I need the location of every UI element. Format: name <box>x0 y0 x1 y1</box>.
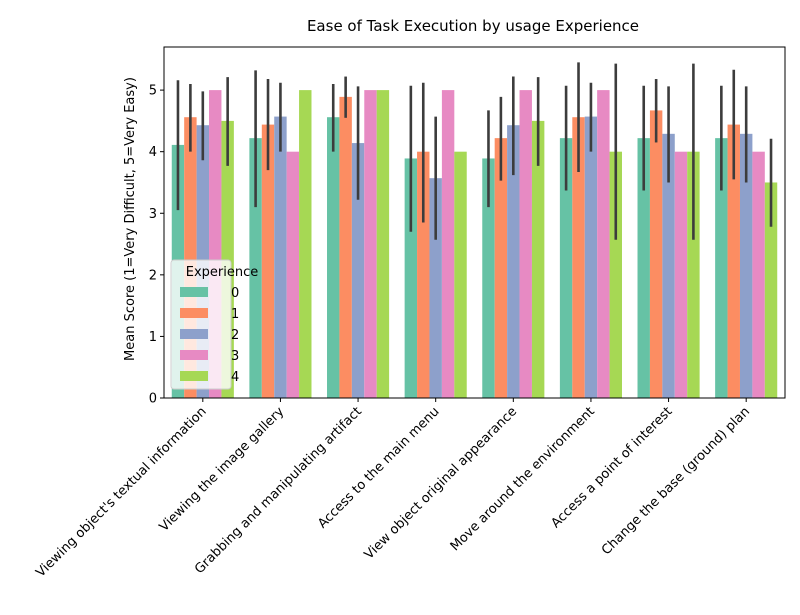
y-tick-label-2: 2 <box>149 268 157 283</box>
bar-series-1-cat-4 <box>494 138 508 398</box>
bar-series-3-cat-1 <box>286 151 300 398</box>
legend-label-3: 3 <box>231 349 239 364</box>
x-tick-label-5: Move around the environment <box>448 404 598 554</box>
y-tick-label-4: 4 <box>149 145 157 160</box>
bar-series-2-cat-6 <box>662 133 675 399</box>
legend-swatch-3 <box>180 350 208 360</box>
bar-series-4-cat-7 <box>764 182 778 398</box>
y-tick-label-1: 1 <box>149 330 157 345</box>
bar-series-3-cat-6 <box>674 151 688 398</box>
legend-title: Experience <box>186 265 259 280</box>
bar-series-4-cat-6 <box>687 151 700 398</box>
bar-series-2-cat-1 <box>274 116 287 398</box>
plot-area <box>171 62 778 399</box>
bar-series-2-cat-7 <box>739 133 753 399</box>
bar-series-0-cat-2 <box>327 117 340 398</box>
bar-series-0-cat-6 <box>637 138 650 398</box>
bar-series-3-cat-2 <box>364 90 377 399</box>
bar-series-3-cat-7 <box>752 151 765 398</box>
bar-series-2-cat-4 <box>507 125 520 398</box>
bar-series-4-cat-4 <box>531 120 545 398</box>
bar-series-0-cat-3 <box>404 158 418 398</box>
bar-series-1-cat-6 <box>649 110 663 398</box>
bar-series-2-cat-5 <box>584 116 598 398</box>
chart-title: Ease of Task Execution by usage Experien… <box>307 17 639 35</box>
legend: Experience 0 1 2 3 4 <box>170 259 259 390</box>
bar-series-3-cat-4 <box>519 90 532 399</box>
legend-label-1: 1 <box>231 307 239 322</box>
bar-series-1-cat-2 <box>339 96 352 399</box>
legend-swatch-0 <box>180 287 208 297</box>
bar-series-0-cat-4 <box>482 158 495 398</box>
bar-series-1-cat-3 <box>417 151 430 398</box>
bar-series-0-cat-7 <box>715 138 728 398</box>
bar-series-4-cat-2 <box>376 90 390 399</box>
bar-series-4-cat-5 <box>609 151 622 398</box>
bar-series-0-cat-1 <box>249 138 262 398</box>
bar-series-1-cat-1 <box>261 124 275 398</box>
x-tick-label-7: Change the base (ground) plan <box>599 404 753 558</box>
legend-label-0: 0 <box>231 286 239 301</box>
bar-series-2-cat-3 <box>429 178 442 398</box>
legend-label-2: 2 <box>231 328 239 343</box>
legend-swatch-4 <box>180 371 208 381</box>
legend-label-4: 4 <box>231 370 239 385</box>
x-tick-label-1: Viewing the image gallery <box>157 404 288 535</box>
bar-series-3-cat-5 <box>597 90 610 399</box>
x-tick-label-2: Grabbing and manipulating artifact <box>192 404 365 577</box>
bar-series-0-cat-5 <box>559 138 573 398</box>
bar-series-3-cat-3 <box>441 90 455 399</box>
y-tick-label-5: 5 <box>149 84 157 99</box>
legend-swatch-2 <box>180 329 208 339</box>
bar-series-4-cat-1 <box>299 90 312 399</box>
legend-swatch-1 <box>180 308 208 318</box>
y-axis-label: Mean Score (1=Very Difficult, 5=Very Eas… <box>123 77 138 361</box>
x-tick-label-0: Viewing object's textual information <box>33 404 209 580</box>
x-tick-label-4: View object original appearance <box>362 404 520 562</box>
plot-frame <box>163 46 786 399</box>
y-tick-label-0: 0 <box>149 392 157 407</box>
bar-series-4-cat-3 <box>454 151 467 398</box>
y-tick-label-3: 3 <box>149 207 157 222</box>
bar-series-1-cat-5 <box>572 117 585 398</box>
bar-series-2-cat-2 <box>351 143 365 398</box>
bar-series-1-cat-7 <box>727 124 740 398</box>
